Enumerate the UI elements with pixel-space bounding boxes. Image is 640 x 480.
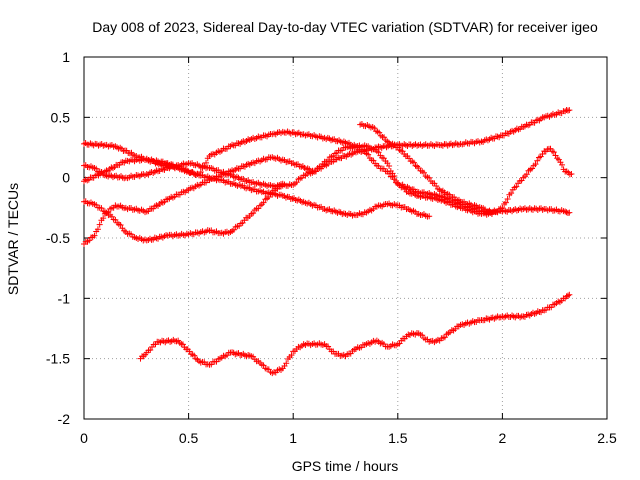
data-point — [312, 167, 319, 174]
data-point — [96, 221, 103, 228]
y-tick-label: 1 — [62, 49, 70, 65]
data-point — [513, 183, 520, 190]
series-sat-b — [81, 106, 573, 190]
x-tick-label: 1 — [289, 430, 297, 446]
y-tick-labels: -2 -1.5 -1 -0.5 0 0.5 1 — [46, 49, 70, 427]
x-tick-label: 1.5 — [388, 430, 408, 446]
data-point — [562, 208, 569, 215]
data-point — [550, 149, 557, 156]
y-tick-label: -0.5 — [46, 230, 70, 246]
data-point — [532, 161, 539, 168]
series-sat-d — [81, 143, 573, 248]
data-point — [117, 221, 124, 228]
data-point — [201, 163, 208, 170]
data-point — [534, 157, 541, 164]
data-point — [293, 179, 300, 186]
data-point — [566, 107, 573, 114]
data-point — [410, 159, 417, 166]
data-point — [203, 159, 210, 166]
y-tick-label: -2 — [58, 411, 71, 427]
series-sat-e — [81, 180, 286, 244]
y-axis-label: SDTVAR / TECUs — [5, 183, 21, 295]
data-point — [426, 213, 433, 220]
y-tick-label: 0.5 — [51, 109, 71, 125]
data-point — [566, 291, 573, 298]
data-point — [504, 196, 511, 203]
data-point — [250, 210, 257, 217]
data-point — [365, 151, 372, 158]
data-point — [391, 176, 398, 183]
data-point — [376, 129, 383, 136]
series-sat-f — [357, 121, 575, 217]
data-point — [191, 352, 198, 359]
x-axis-label: GPS time / hours — [292, 458, 399, 474]
data-point — [100, 215, 107, 222]
data-point — [426, 174, 433, 181]
data-point — [386, 163, 393, 170]
data-point — [502, 199, 509, 206]
grid-lines — [84, 57, 607, 419]
data-point — [499, 204, 506, 211]
y-tick-label: -1.5 — [46, 351, 70, 367]
y-tick-label: -1 — [58, 290, 71, 306]
x-tick-label: 2 — [499, 430, 507, 446]
data-point — [508, 190, 515, 197]
x-tick-label: 2.5 — [597, 430, 617, 446]
data-point — [420, 169, 427, 176]
data-point — [265, 193, 272, 200]
data-point — [568, 171, 575, 178]
x-tick-label: 0.5 — [179, 430, 199, 446]
data-point — [564, 292, 571, 299]
data-point — [91, 232, 98, 239]
data-point — [564, 107, 571, 114]
data-point — [197, 169, 204, 176]
data-point — [279, 180, 286, 187]
data-point — [283, 360, 290, 367]
y-tick-label: 0 — [62, 170, 70, 186]
data-points — [81, 106, 575, 377]
data-point — [196, 172, 203, 179]
x-tick-labels: 0 0.5 1 1.5 2 2.5 — [80, 430, 617, 446]
data-point — [559, 161, 566, 168]
series-sat-g — [137, 291, 573, 377]
data-point — [566, 209, 573, 216]
data-point — [523, 171, 530, 178]
chart-title: Day 008 of 2023, Sidereal Day-to-day VTE… — [92, 19, 598, 35]
data-point — [260, 199, 267, 206]
data-point — [562, 108, 569, 115]
data-point — [94, 226, 101, 233]
data-point — [371, 125, 378, 132]
data-point — [288, 352, 295, 359]
x-tick-label: 0 — [80, 430, 88, 446]
data-point — [375, 149, 382, 156]
